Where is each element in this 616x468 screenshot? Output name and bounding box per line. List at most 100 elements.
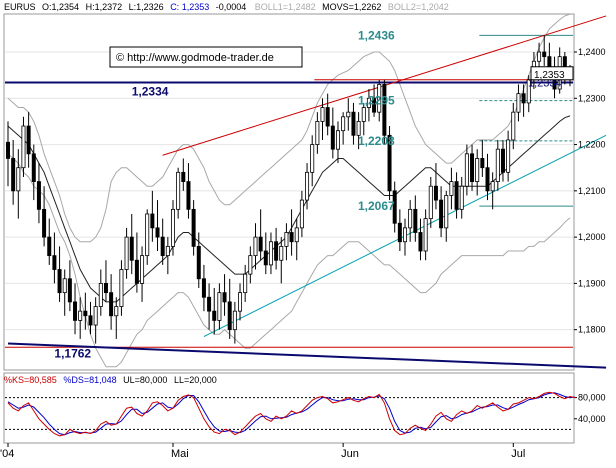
- candle-body: [78, 310, 83, 321]
- stoch-ll-label: LL=20,000: [174, 375, 217, 385]
- header-movs: MOVS=1,2262: [322, 2, 381, 12]
- stochastic-oscillator: 80,000 40,000: [5, 391, 606, 437]
- header-change: -0,0004: [216, 2, 247, 12]
- candle-body: [83, 310, 88, 317]
- candle-body: [289, 232, 294, 243]
- candle-body: [62, 278, 67, 294]
- time-axis: '04 Mai Jun Jul: [0, 443, 525, 460]
- candle-body: [36, 181, 41, 210]
- candle-body: [506, 139, 511, 173]
- x-tick-label: Jul: [511, 448, 525, 460]
- candle-body: [140, 255, 145, 284]
- candle-body: [490, 181, 495, 192]
- watermark: © http://www.godmode-trader.de: [109, 46, 303, 68]
- candle-body: [150, 213, 155, 229]
- candle-body: [454, 181, 459, 210]
- candle-body: [134, 259, 139, 284]
- y-tick-label: 1,2200: [578, 140, 606, 150]
- candle-body: [207, 296, 212, 312]
- current-price-box: [530, 66, 574, 81]
- level-labels: 1,2436 1,2334 1,2295 1,2208 1,2067 1,1762 1,23…: [54, 28, 574, 360]
- header-close: C: 1,2353: [170, 2, 209, 12]
- stoch-k-line: [7, 391, 576, 437]
- y-tick-label: 1,2400: [578, 47, 606, 57]
- candle-body: [449, 181, 454, 196]
- candle-body: [408, 208, 413, 229]
- candle-body: [433, 185, 438, 201]
- candle-body: [31, 153, 36, 182]
- candle-body: [521, 93, 526, 104]
- candle-body: [57, 269, 62, 294]
- candle-body: [274, 241, 279, 261]
- x-tick-label: Mai: [171, 448, 189, 460]
- candle-body: [403, 227, 408, 243]
- candle-body: [67, 278, 72, 303]
- candle-body: [124, 236, 129, 270]
- candle-body: [341, 116, 346, 132]
- candle-body: [160, 236, 165, 257]
- candlesticks: [6, 35, 572, 344]
- header-open: O:1,2354: [42, 2, 79, 12]
- candle-body: [191, 208, 196, 247]
- level-label: 1,2208: [358, 134, 395, 148]
- candle-body: [11, 158, 16, 192]
- header-boll2: BOLL2=1,2042: [388, 2, 449, 12]
- candle-body: [279, 245, 284, 261]
- header-symbol: EURUS: [4, 2, 36, 12]
- y-tick-label: 1,2300: [578, 93, 606, 103]
- candle-body: [537, 51, 542, 62]
- candle-body: [170, 208, 175, 247]
- candle-body: [459, 185, 464, 210]
- candle-body: [212, 310, 217, 321]
- trend-line-long-term-support: [7, 342, 607, 369]
- candle-body: [196, 245, 201, 280]
- candle-body: [155, 227, 160, 238]
- x-tick-label: Jun: [341, 448, 359, 460]
- level-label: 1,2067: [358, 199, 395, 213]
- candle-body: [325, 107, 330, 127]
- candle-body: [88, 315, 93, 326]
- candle-body: [6, 141, 10, 159]
- header-low: L:1,2326: [129, 2, 164, 12]
- candle-body: [464, 153, 469, 187]
- header-line: EURUS O:1,2354 H:1,2372 L:1,2326 C: 1,23…: [4, 2, 449, 12]
- candle-body: [423, 218, 428, 252]
- candle-body: [516, 93, 521, 113]
- stoch-y-label: 40,000: [578, 414, 606, 424]
- candle-body: [315, 121, 320, 145]
- candle-body: [42, 208, 47, 238]
- candle-body: [418, 232, 423, 252]
- candle-body: [248, 255, 253, 275]
- candle-body: [330, 125, 335, 150]
- candle-body: [356, 121, 361, 136]
- candle-body: [222, 292, 227, 303]
- bollinger-upper: [7, 13, 571, 243]
- x-tick-label: '04: [0, 448, 14, 460]
- candle-body: [186, 181, 191, 210]
- candle-body: [268, 241, 273, 266]
- candle-body: [346, 111, 351, 118]
- candle-body: [372, 97, 377, 113]
- current-price-label: 1,2353: [534, 70, 565, 81]
- indicator-plot-frame: [3, 372, 575, 444]
- candle-body: [470, 153, 475, 182]
- candle-body: [387, 134, 392, 192]
- y-tick-label: 1,2000: [578, 232, 606, 242]
- candle-body: [258, 236, 263, 252]
- level-label: 1,2436: [358, 28, 395, 42]
- candle-body: [413, 208, 418, 233]
- candle-body: [26, 125, 31, 155]
- candle-body: [232, 310, 237, 331]
- level-label: 1,1762: [54, 346, 91, 360]
- candle-body: [253, 236, 258, 257]
- candle-body: [526, 79, 531, 104]
- stochastic-header: %KS=80,585 %DS=81,048 UL=80,000 LL=20,00…: [4, 375, 217, 385]
- candle-body: [299, 199, 304, 229]
- candle-body: [73, 301, 78, 321]
- header-boll1: BOLL1=1,2482: [255, 2, 316, 12]
- candle-body: [284, 232, 289, 247]
- candle-body: [181, 171, 186, 182]
- level-label: 1,2334: [132, 85, 169, 99]
